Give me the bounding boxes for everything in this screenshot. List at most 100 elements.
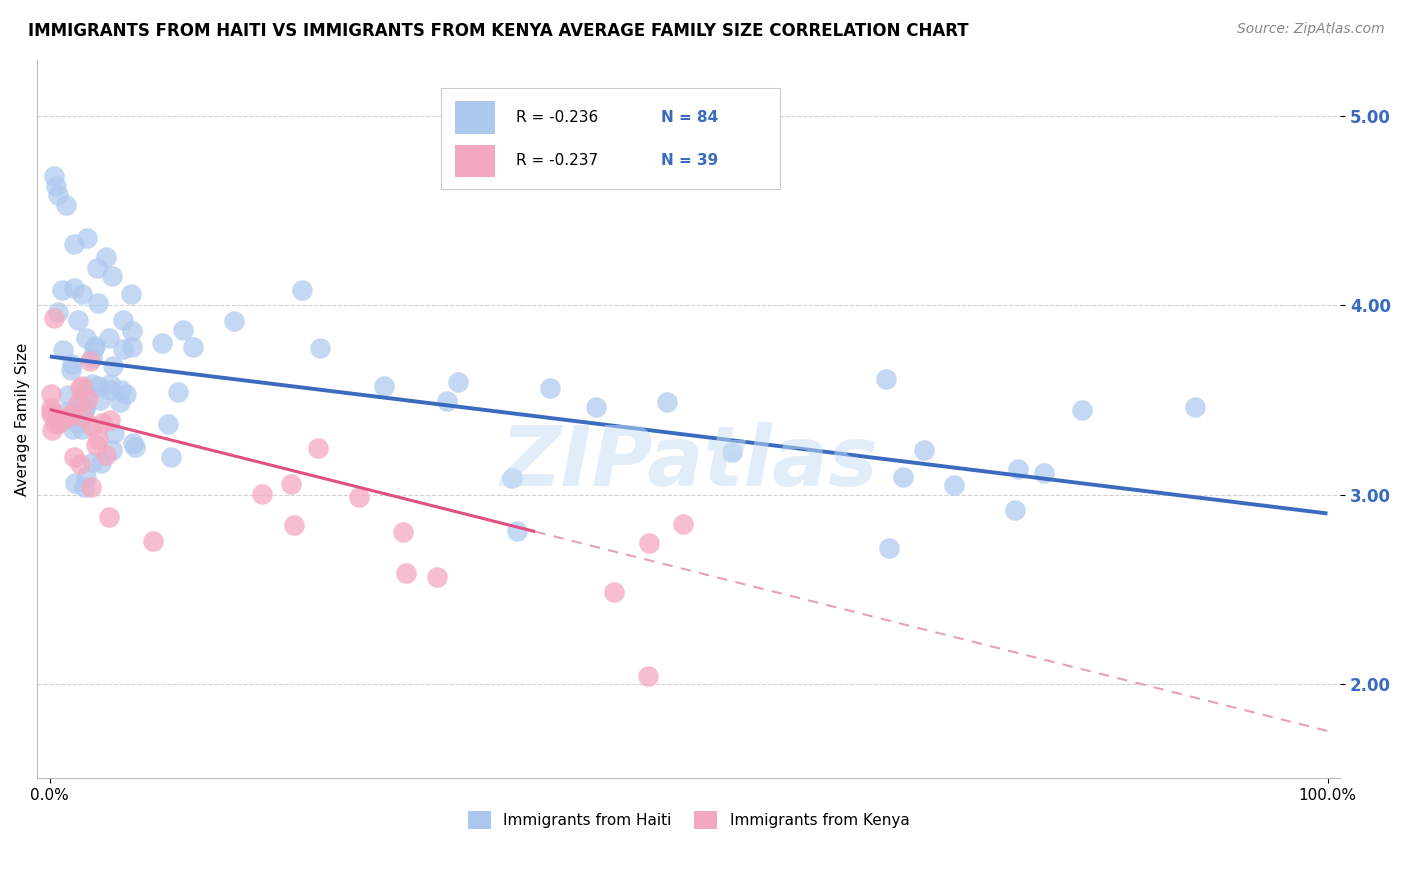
Point xyxy=(97,331,120,345)
Point xyxy=(63,450,86,465)
Point xyxy=(90,456,112,470)
Point xyxy=(283,517,305,532)
Y-axis label: Average Family Size: Average Family Size xyxy=(15,343,30,496)
Point xyxy=(98,383,121,397)
Point xyxy=(1004,503,1026,517)
Point xyxy=(912,442,935,457)
Point xyxy=(75,470,97,484)
Point xyxy=(672,516,695,531)
Point xyxy=(87,379,110,393)
Point xyxy=(41,405,63,419)
Point xyxy=(56,388,79,402)
Point xyxy=(63,475,86,490)
Point xyxy=(72,409,94,424)
Point xyxy=(94,448,117,462)
Point xyxy=(1184,400,1206,414)
Point xyxy=(98,510,121,524)
Point xyxy=(875,372,897,386)
Point xyxy=(65,401,87,415)
Point xyxy=(1070,402,1092,417)
Point xyxy=(84,438,107,452)
Point xyxy=(172,323,194,337)
Point xyxy=(159,450,181,465)
Point xyxy=(70,287,93,301)
Point xyxy=(120,286,142,301)
Point xyxy=(55,197,77,211)
Point xyxy=(72,378,94,392)
Point xyxy=(447,376,470,390)
Point xyxy=(307,441,329,455)
Point xyxy=(89,393,111,408)
Point xyxy=(87,296,110,310)
Point xyxy=(55,405,77,419)
Point xyxy=(52,343,75,358)
Point xyxy=(124,440,146,454)
Point xyxy=(309,341,332,355)
Point xyxy=(426,570,449,584)
Point xyxy=(602,584,624,599)
Point xyxy=(86,261,108,276)
Point xyxy=(347,490,370,504)
Point xyxy=(121,324,143,338)
Point xyxy=(75,401,97,416)
Point xyxy=(84,339,107,353)
Point xyxy=(91,416,114,430)
Point xyxy=(46,188,69,202)
Point xyxy=(48,416,70,430)
Point xyxy=(638,536,661,550)
Point xyxy=(42,311,65,326)
Point xyxy=(250,487,273,501)
Point xyxy=(80,480,103,494)
Point xyxy=(66,396,89,410)
Point xyxy=(87,432,110,446)
Point xyxy=(60,363,83,377)
Point xyxy=(76,231,98,245)
Point xyxy=(79,354,101,368)
Point xyxy=(291,283,314,297)
Point xyxy=(39,386,62,401)
Point xyxy=(506,524,529,538)
Point xyxy=(1007,461,1029,475)
Point xyxy=(39,401,62,416)
Point xyxy=(59,407,82,421)
Point xyxy=(42,169,65,184)
Point xyxy=(101,443,124,458)
Point xyxy=(585,400,607,414)
Point xyxy=(655,395,678,409)
Point xyxy=(70,422,93,436)
Point xyxy=(65,417,87,431)
Point xyxy=(51,283,73,297)
Point xyxy=(69,457,91,471)
Point xyxy=(75,331,97,345)
Point xyxy=(122,436,145,450)
Point xyxy=(63,237,86,252)
Point xyxy=(1032,467,1054,481)
Point xyxy=(943,478,966,492)
Point xyxy=(167,385,190,400)
Point xyxy=(82,455,104,469)
Point xyxy=(538,381,561,395)
Point xyxy=(62,280,84,294)
Point xyxy=(60,357,83,371)
Point xyxy=(103,426,125,441)
Point xyxy=(373,378,395,392)
Point xyxy=(69,381,91,395)
Point xyxy=(115,386,138,401)
Point xyxy=(103,359,125,373)
Point xyxy=(222,314,245,328)
Point xyxy=(392,524,415,539)
Point xyxy=(142,533,165,548)
Point xyxy=(501,471,523,485)
Point xyxy=(41,423,63,437)
Text: Source: ZipAtlas.com: Source: ZipAtlas.com xyxy=(1237,22,1385,37)
Point xyxy=(150,336,173,351)
Point xyxy=(73,399,96,413)
Point xyxy=(156,417,179,431)
Text: ZIPatlas: ZIPatlas xyxy=(499,422,877,502)
Point xyxy=(98,413,121,427)
Point xyxy=(39,407,62,421)
Point xyxy=(121,340,143,354)
Legend: Immigrants from Haiti, Immigrants from Kenya: Immigrants from Haiti, Immigrants from K… xyxy=(461,805,915,835)
Point xyxy=(44,417,66,431)
Point xyxy=(637,669,659,683)
